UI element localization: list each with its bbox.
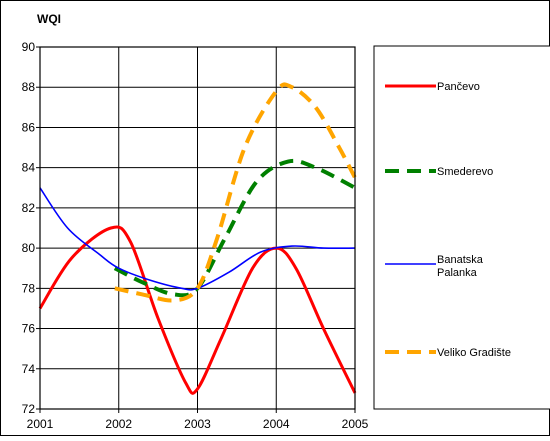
x-tick-label: 2002 [105, 417, 132, 431]
x-tick-labels: 2001 2002 2003 2004 2005 [27, 409, 369, 431]
legend-label-banatska-palanka: Banatska Palanka [437, 254, 484, 279]
x-tick-label: 2005 [342, 417, 369, 431]
series-line-smederevo [113, 158, 356, 298]
y-tick-label: 80 [22, 241, 36, 255]
series-line-pancevo [38, 225, 357, 395]
series-lines [38, 82, 357, 395]
y-tick-label: 88 [22, 80, 36, 94]
series-line-banatska-palanka [39, 187, 356, 291]
x-tick-label: 2003 [184, 417, 211, 431]
y-tick-labels: 72 74 76 78 80 82 84 86 88 90 [22, 40, 40, 416]
legend-label-veliko-gradiste: Veliko Gradište [437, 347, 511, 359]
x-tick-label: 2004 [263, 417, 290, 431]
y-tick-label: 82 [22, 201, 36, 215]
legend-box [373, 45, 550, 410]
y-tick-label: 90 [22, 40, 36, 54]
x-tick-label: 2001 [27, 417, 54, 431]
y-tick-label: 72 [22, 402, 36, 416]
y-tick-label: 78 [22, 281, 36, 295]
legend: Pančevo Smederevo Banatska Palanka Veliko Gr… [385, 81, 511, 359]
legend-label-pancevo: Pančevo [437, 81, 480, 93]
legend-label-smederevo: Smederevo [437, 166, 493, 178]
y-tick-label: 86 [22, 120, 36, 134]
y-tick-label: 74 [22, 362, 36, 376]
series-line-veliko-gradiste [114, 82, 357, 303]
y-tick-label: 76 [22, 322, 36, 336]
y-tick-label: 84 [22, 161, 36, 175]
y-axis-label: WQI [37, 12, 61, 26]
